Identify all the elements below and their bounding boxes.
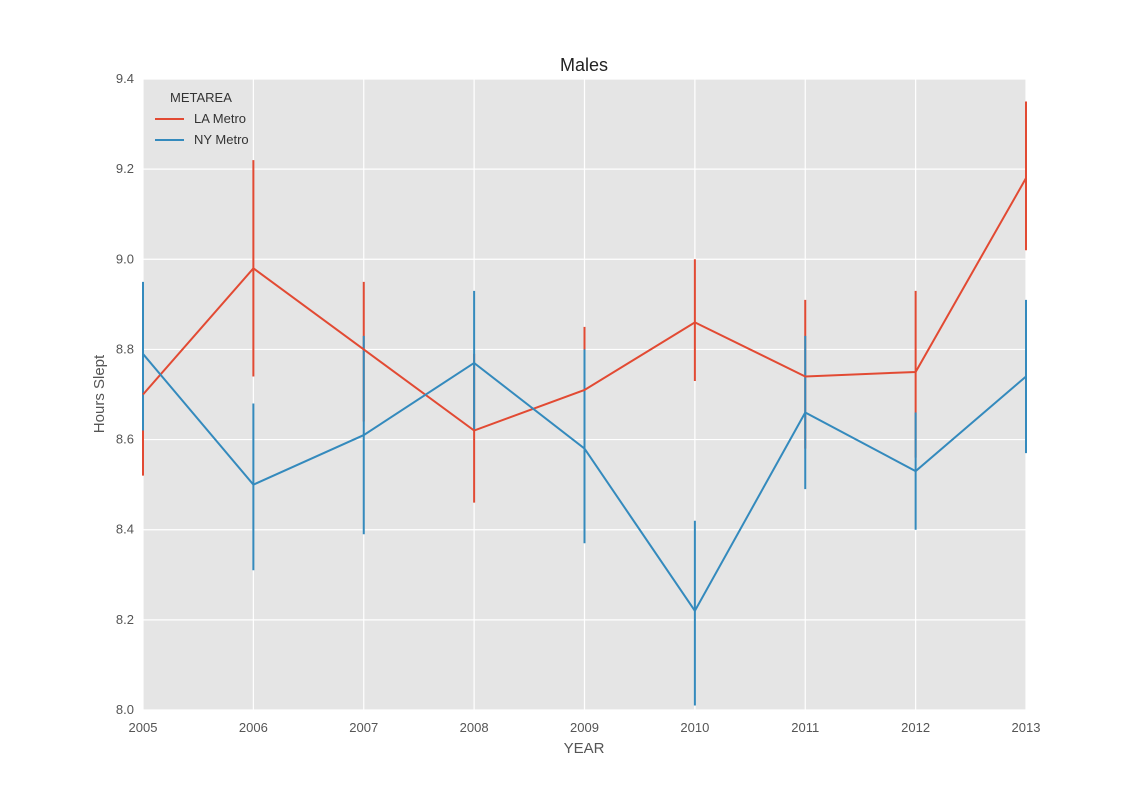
tick-labels: 2005 2006 2007 2008 2009 2010 2011 2012 2013 8.0 8… bbox=[116, 71, 1041, 735]
x-tick-label: 2005 bbox=[129, 720, 158, 735]
y-tick-label: 9.0 bbox=[116, 251, 134, 266]
y-axis-label: Hours Slept bbox=[91, 354, 108, 433]
x-tick-label: 2010 bbox=[680, 720, 709, 735]
y-tick-label: 8.2 bbox=[116, 612, 134, 627]
y-tick-label: 9.4 bbox=[116, 71, 134, 86]
x-tick-label: 2011 bbox=[791, 720, 819, 735]
legend: METAREA LA Metro NY Metro bbox=[155, 90, 249, 147]
legend-label-ny-metro: NY Metro bbox=[194, 132, 249, 147]
x-tick-label: 2007 bbox=[349, 720, 378, 735]
x-tick-label: 2012 bbox=[901, 720, 930, 735]
y-tick-label: 8.4 bbox=[116, 522, 134, 537]
legend-title: METAREA bbox=[170, 90, 232, 105]
x-tick-label: 2006 bbox=[239, 720, 268, 735]
y-tick-label: 8.8 bbox=[116, 341, 134, 356]
x-axis-label: YEAR bbox=[564, 740, 605, 757]
x-tick-label: 2009 bbox=[570, 720, 599, 735]
series-lines bbox=[142, 177, 1027, 613]
x-tick-label: 2013 bbox=[1012, 720, 1041, 735]
y-tick-label: 9.2 bbox=[116, 161, 134, 176]
chart-title: Males bbox=[560, 55, 608, 75]
x-tick-label: 2008 bbox=[460, 720, 489, 735]
y-tick-label: 8.0 bbox=[116, 702, 134, 717]
y-tick-label: 8.6 bbox=[116, 432, 134, 447]
legend-label-la-metro: LA Metro bbox=[194, 111, 246, 126]
